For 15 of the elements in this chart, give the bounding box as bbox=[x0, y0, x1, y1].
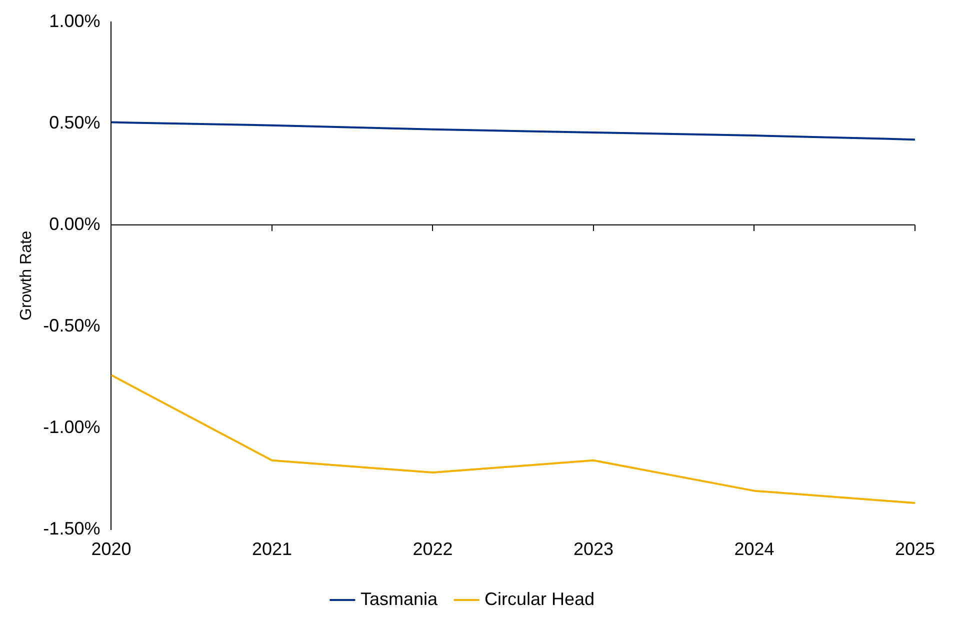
y-tick-label: -1.50% bbox=[43, 518, 100, 538]
y-axis-title: Growth Rate bbox=[18, 230, 36, 321]
x-tick-label: 2021 bbox=[252, 539, 292, 560]
y-tick-label: -1.00% bbox=[43, 416, 100, 437]
x-tick-label: 2022 bbox=[412, 539, 453, 560]
x-tick-label: 2024 bbox=[734, 539, 774, 560]
x-tick-label: 2020 bbox=[91, 539, 132, 560]
y-tick-label: 1.00% bbox=[49, 10, 100, 31]
legend-label: Tasmania bbox=[360, 588, 438, 609]
y-tick-label: 0.50% bbox=[49, 112, 100, 132]
y-tick-label: 0.00% bbox=[49, 214, 100, 234]
y-tick-label: -0.50% bbox=[43, 315, 100, 336]
x-tick-label: 2025 bbox=[894, 539, 935, 560]
legend-label: Circular Head bbox=[484, 588, 595, 609]
x-tick-label: 2023 bbox=[573, 539, 614, 560]
